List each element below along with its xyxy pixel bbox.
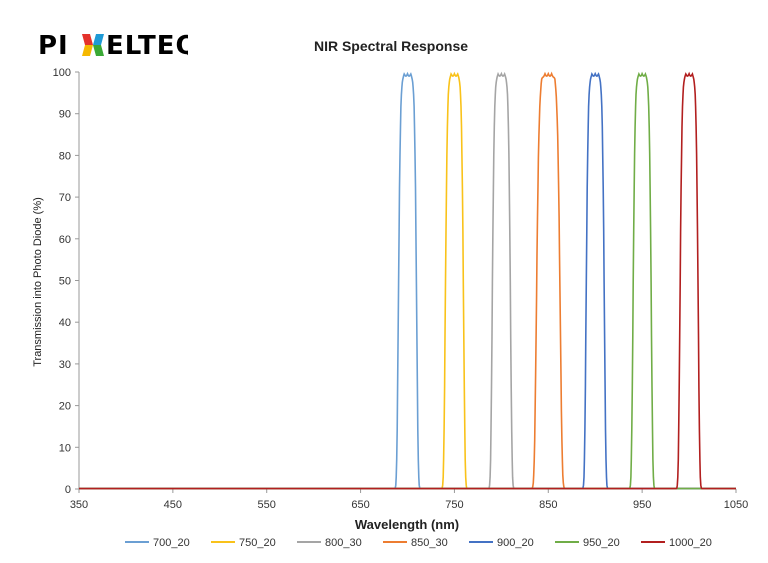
x-tick-label: 350 (70, 499, 88, 511)
y-tick-label: 20 (59, 401, 71, 413)
y-tick-label: 80 (59, 150, 71, 162)
logo-text-right: ELTEQ (106, 31, 188, 60)
legend-label: 850_30 (411, 537, 448, 549)
series-line-750_20 (79, 71, 736, 490)
series-line-850_30 (79, 71, 736, 490)
y-tick-label: 90 (59, 109, 71, 121)
y-tick-label: 70 (59, 192, 71, 204)
y-axis-label: Transmission into Photo Diode (%) (32, 197, 44, 367)
x-tick-label: 750 (445, 499, 463, 511)
series-line-800_30 (79, 71, 736, 490)
logo-text-left: PI (38, 31, 69, 60)
x-tick-label: 1050 (724, 499, 748, 511)
y-tick-label: 0 (65, 484, 71, 496)
x-tick-label: 650 (351, 499, 369, 511)
chart-title: NIR Spectral Response (314, 38, 468, 54)
x-tick-label: 950 (633, 499, 651, 511)
y-tick-label: 40 (59, 317, 71, 329)
logo-x-mark (82, 34, 104, 56)
chart-legend: 700_20 750_20 800_30 850_30 900_20 950_20 1000… (125, 537, 712, 549)
y-tick-label: 30 (59, 359, 71, 371)
legend-label: 900_20 (497, 537, 534, 549)
x-tick-label: 550 (258, 499, 276, 511)
legend-label: 750_20 (239, 537, 276, 549)
legend-label: 800_30 (325, 537, 362, 549)
series-line-1000_20 (79, 71, 736, 490)
y-tick-label: 60 (59, 234, 71, 246)
pixelteq-logo-graphic: PI ELTEQ (38, 31, 198, 61)
y-tick-label: 10 (59, 442, 71, 454)
y-tick-label: 100 (53, 67, 71, 79)
legend-label: 700_20 (153, 537, 190, 549)
x-axis-label: Wavelength (nm) (355, 517, 459, 532)
x-tick-label: 450 (164, 499, 182, 511)
series-line-900_20 (79, 71, 736, 490)
x-tick-label: 850 (539, 499, 557, 511)
legend-label: 950_20 (583, 537, 620, 549)
chart-series (79, 71, 736, 490)
pixelteq-logo: PI ELTEQ (38, 30, 198, 61)
series-line-950_20 (79, 71, 736, 490)
series-line-700_20 (79, 71, 736, 490)
legend-label: 1000_20 (669, 537, 712, 549)
y-tick-label: 50 (59, 276, 71, 288)
